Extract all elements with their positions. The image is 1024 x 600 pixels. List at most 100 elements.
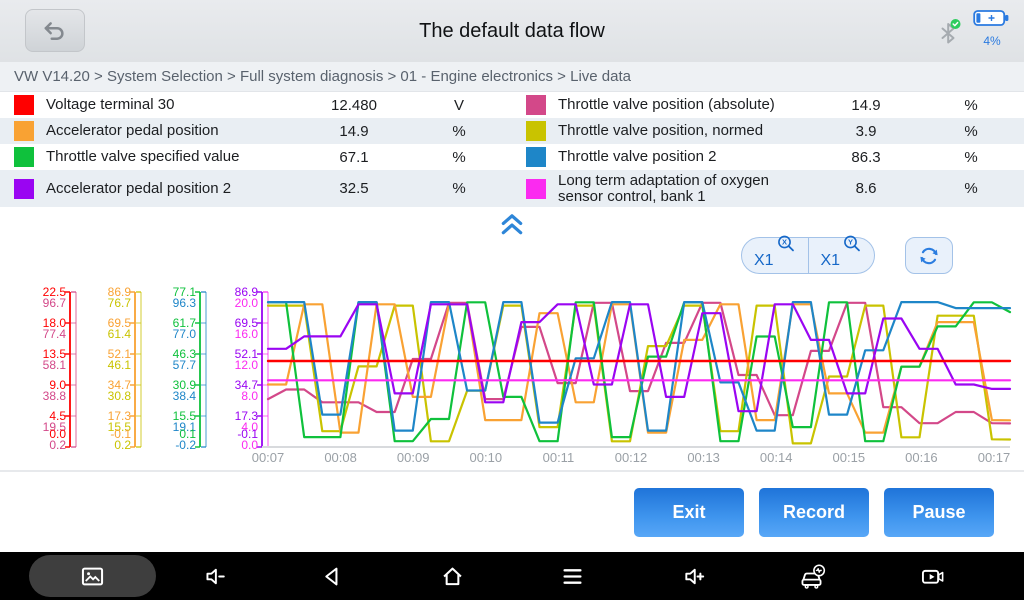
- parameter-row[interactable]: Accelerator pedal position 2 32.5%: [0, 170, 512, 207]
- y-axis-tick-label: 16.0: [235, 327, 259, 341]
- y-axis-tick-label: 46.1: [108, 358, 132, 372]
- home-button[interactable]: [428, 552, 476, 600]
- x-zoom-label: X1: [753, 252, 774, 269]
- y-axis-tick-label: 19.1: [173, 420, 197, 434]
- y-zoom-label: X1: [820, 252, 841, 269]
- parameter-row[interactable]: Voltage terminal 30 12.480 V: [0, 92, 512, 118]
- parameter-label: Long term adaptation of oxygen sensor co…: [558, 171, 769, 205]
- parameter-row[interactable]: Accelerator pedal position 14.9%: [0, 118, 512, 144]
- y-axis-tick-label: -0.1: [110, 427, 131, 441]
- pause-button[interactable]: Pause: [884, 488, 994, 537]
- screenshot-button[interactable]: [68, 552, 116, 600]
- y-axis-tick-label: -0.1: [237, 427, 258, 441]
- y-axis-tick-label: 18.0: [43, 316, 67, 330]
- x-axis-tick-label: 00:10: [470, 450, 503, 465]
- y-axis-tick-label: 0.1: [179, 427, 196, 441]
- back-nav-button[interactable]: [308, 552, 356, 600]
- y-axis-tick-label: 86.9: [235, 285, 259, 299]
- y-axis-tick-label: 77.0: [173, 327, 197, 341]
- y-axis-tick-label: 69.5: [108, 316, 132, 330]
- x-axis-tick-label: 00:08: [324, 450, 357, 465]
- y-axis-tick-label: 9.0: [49, 378, 66, 392]
- exit-button[interactable]: Exit: [634, 488, 744, 537]
- parameter-value: 86.3: [851, 148, 881, 166]
- x-magnifier-icon: X: [776, 234, 796, 259]
- y-axis-tick-label: 38.4: [173, 389, 197, 403]
- parameter-value: 67.1: [339, 148, 369, 166]
- y-axis-tick-label: 57.7: [173, 358, 197, 372]
- y-axis-tick-label: 0.0: [241, 438, 258, 452]
- screen-record-icon: [921, 569, 943, 584]
- y-axis-tick-label: 96.7: [43, 296, 67, 310]
- chart-series-line: [266, 301, 1012, 432]
- y-axis-tick-label: 77.4: [43, 327, 67, 341]
- parameter-row[interactable]: Throttle valve position 2 86.3%: [512, 144, 1024, 170]
- y-axis-tick-label: 0.0: [49, 427, 66, 441]
- battery-indicator: 4%: [970, 9, 1014, 48]
- y-axis-tick-label: 34.7: [235, 378, 259, 392]
- parameter-unit: %: [964, 122, 978, 140]
- y-axis-tick-label: -0.2: [175, 438, 196, 452]
- menu-button[interactable]: [548, 552, 596, 600]
- back-button[interactable]: [25, 9, 85, 52]
- bluetooth-icon: [936, 18, 962, 53]
- y-axis-tick-label: 86.9: [108, 285, 132, 299]
- y-axis-tick-label: 0.2: [49, 438, 66, 452]
- home-icon: [442, 567, 462, 585]
- screenshot-icon: [81, 567, 103, 585]
- parameter-value: 14.9: [339, 122, 369, 140]
- parameter-row[interactable]: Throttle valve position, normed 3.9%: [512, 118, 1024, 144]
- x-zoom-button[interactable]: X1 X: [742, 235, 809, 273]
- y-axis-tick-label: 17.3: [108, 409, 132, 423]
- record-button[interactable]: Record: [759, 488, 869, 537]
- series-color-swatch: [14, 147, 34, 167]
- series-color-swatch: [526, 147, 546, 167]
- y-zoom-button[interactable]: X1 Y: [809, 235, 875, 273]
- y-axis-tick-label: 20.0: [235, 296, 259, 310]
- x-axis-tick-label: 00:12: [615, 450, 648, 465]
- y-axis-tick-label: 52.1: [235, 347, 259, 361]
- collapse-chart-button[interactable]: [498, 211, 526, 237]
- y-axis-tick-label: 4.5: [49, 409, 66, 423]
- back-triangle-icon: [324, 567, 337, 585]
- active-nav-highlight: [29, 555, 156, 597]
- parameter-row[interactable]: Throttle valve specified value 67.1%: [0, 144, 512, 170]
- car-diagnostics-icon: [801, 563, 825, 589]
- android-nav-bar: [0, 552, 1024, 600]
- series-color-swatch: [14, 121, 34, 141]
- refresh-chart-button[interactable]: [905, 237, 953, 274]
- x-axis-tick-label: 00:07: [252, 450, 285, 465]
- vehicle-diagnostics-button[interactable]: [787, 552, 835, 600]
- y-axis-tick-label: 15.5: [108, 420, 132, 434]
- y-axis-tick-label: 38.8: [43, 389, 67, 403]
- x-axis-tick-label: 00:15: [833, 450, 866, 465]
- status-icons: 4%: [906, 6, 1016, 58]
- chart-divider: [0, 470, 1024, 472]
- volume-up-button[interactable]: [668, 552, 716, 600]
- parameter-unit: %: [964, 180, 978, 197]
- x-axis-tick-label: 00:16: [905, 450, 938, 465]
- screen-record-button[interactable]: [908, 552, 956, 600]
- svg-text:Y: Y: [848, 238, 853, 247]
- parameter-value: 14.9: [851, 96, 881, 114]
- series-color-swatch: [526, 95, 546, 115]
- y-axis-tick-label: 76.7: [108, 296, 132, 310]
- series-color-swatch: [526, 178, 546, 199]
- x-axis-tick-label: 00:11: [543, 450, 575, 465]
- series-color-swatch: [14, 178, 34, 199]
- y-axis-tick-label: 0.2: [114, 438, 131, 452]
- y-axis-tick-label: 15.5: [173, 409, 197, 423]
- parameter-row[interactable]: Long term adaptation of oxygen sensor co…: [512, 170, 1024, 207]
- volume-down-icon: [205, 568, 225, 584]
- x-axis-tick-label: 00:17: [978, 450, 1011, 465]
- parameter-value: 32.5: [339, 180, 369, 197]
- parameter-label: Throttle valve position (absolute): [558, 96, 775, 114]
- parameter-label: Throttle valve position 2: [558, 148, 717, 166]
- y-axis-tick-label: 61.7: [173, 316, 197, 330]
- parameter-value: 12.480: [331, 96, 377, 114]
- parameter-row[interactable]: Throttle valve position (absolute) 14.9%: [512, 92, 1024, 118]
- parameter-label: Voltage terminal 30: [46, 96, 175, 114]
- parameter-label: Accelerator pedal position: [46, 122, 219, 140]
- volume-down-button[interactable]: [188, 552, 236, 600]
